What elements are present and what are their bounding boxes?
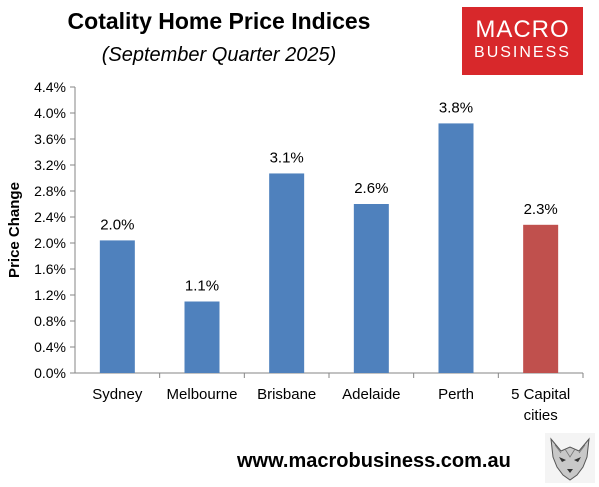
- x-tick-label: Adelaide: [342, 386, 400, 403]
- y-tick-label: 0.4%: [34, 339, 66, 355]
- y-tick-label: 4.4%: [34, 79, 66, 95]
- macrobusiness-logo: MACRO BUSINESS: [462, 7, 583, 75]
- y-tick-label: 1.6%: [34, 261, 66, 277]
- chart-subtitle: (September Quarter 2025): [101, 44, 337, 66]
- data-label: 2.0%: [100, 216, 134, 233]
- logo-text-business: BUSINESS: [474, 44, 571, 61]
- data-label: 2.6%: [354, 180, 388, 197]
- x-tick-label: Perth: [438, 386, 474, 403]
- chart-title: Cotality Home Price Indices: [67, 8, 371, 34]
- y-tick-label: 2.0%: [34, 235, 66, 251]
- x-tick-label: Sydney: [92, 386, 143, 403]
- y-tick-label: 1.2%: [34, 287, 66, 303]
- website-url: www.macrobusiness.com.au: [237, 450, 511, 472]
- bar-brisbane: [269, 173, 305, 373]
- data-label: 3.1%: [270, 149, 304, 166]
- x-tick-label: Melbourne: [167, 386, 238, 403]
- logo-text-macro: MACRO: [475, 16, 570, 43]
- y-tick-label: 2.8%: [34, 183, 66, 199]
- bar-sydney: [99, 240, 135, 373]
- y-tick-label: 2.4%: [34, 209, 66, 225]
- bar-adelaide: [353, 204, 389, 373]
- bar-melbourne: [184, 301, 220, 373]
- bar-5-capital-cities: [523, 224, 559, 373]
- x-tick-label: Brisbane: [257, 386, 316, 403]
- wolf-icon: [545, 433, 595, 483]
- y-tick-label: 0.8%: [34, 313, 66, 329]
- x-tick-label-line2: cities: [524, 407, 558, 424]
- bar-perth: [438, 123, 474, 374]
- x-tick-label: 5 Capital: [511, 386, 570, 403]
- y-tick-label: 3.2%: [34, 157, 66, 173]
- y-tick-label: 4.0%: [34, 105, 66, 121]
- y-tick-label: 0.0%: [34, 365, 66, 381]
- data-label: 1.1%: [185, 278, 219, 295]
- data-label: 3.8%: [439, 99, 473, 116]
- y-tick-label: 3.6%: [34, 131, 66, 147]
- data-label: 2.3%: [524, 201, 558, 218]
- y-axis-label: Price Change: [6, 182, 23, 278]
